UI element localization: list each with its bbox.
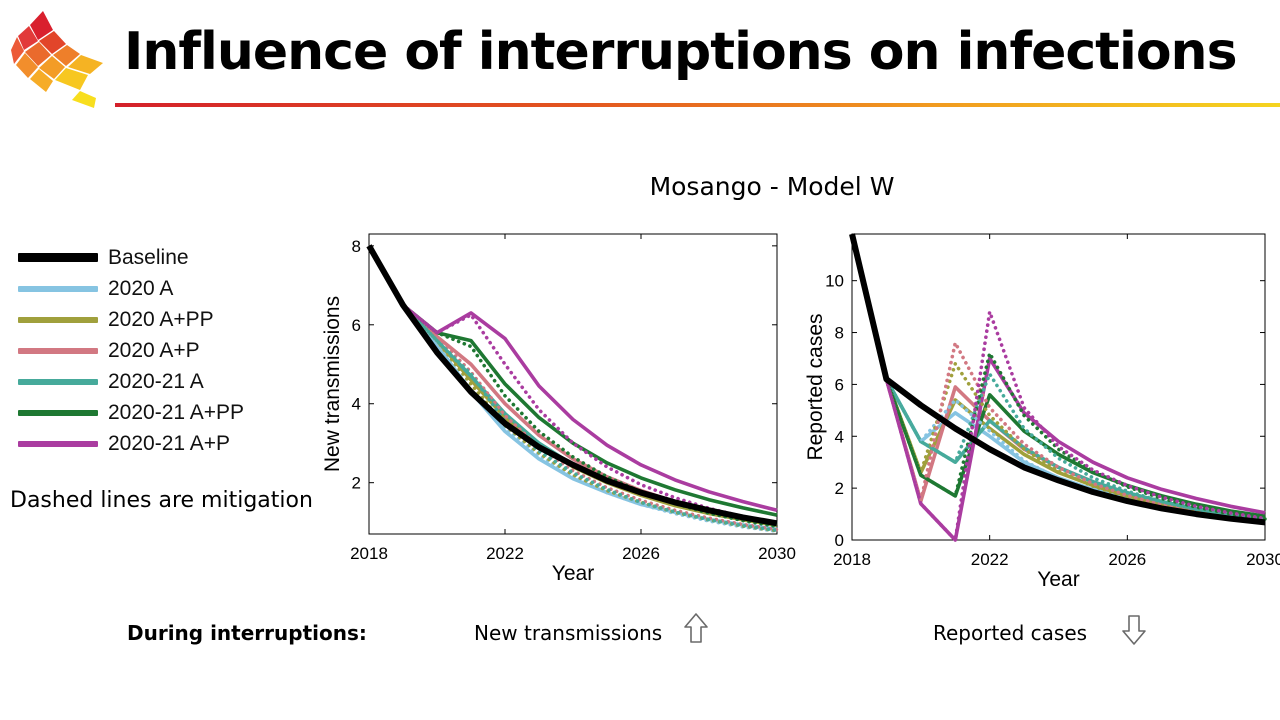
- baseline-line: [849, 233, 1266, 526]
- legend: Baseline 2020 A 2020 A+PP 2020 A+P 2020-…: [18, 242, 318, 459]
- plot-frame: [851, 233, 1266, 541]
- x-axis-label: Year: [552, 562, 594, 585]
- x-tick-label: 2018: [350, 544, 388, 563]
- new-transmissions-chart: 2018 2022 2026 2030 2 4 6 8 Year New transmission…: [321, 233, 796, 585]
- new-transmissions-caption: New transmissions: [474, 621, 663, 645]
- mitigation-note: Dashed lines are mitigation: [10, 488, 313, 513]
- legend-item: 2020 A: [18, 273, 318, 304]
- y-axis-label: New transmissions: [321, 296, 344, 472]
- legend-item: 2020-21 A: [18, 366, 318, 397]
- y-tick-label: 6: [835, 375, 844, 394]
- legend-item: 2020 A+P: [18, 335, 318, 366]
- y-axis-label: Reported cases: [804, 313, 827, 460]
- during-interruptions-label: During interruptions:: [127, 621, 367, 645]
- series-line-2020-21-a-p-solid: [401, 303, 778, 513]
- x-tick-label: 2018: [833, 550, 871, 569]
- y-tick-label: 8: [352, 237, 361, 256]
- legend-swatch: [18, 316, 98, 323]
- legend-label: 2020 A: [108, 276, 174, 300]
- legend-label: Baseline: [108, 245, 189, 269]
- y-tick-label: 8: [835, 324, 844, 343]
- legend-item: Baseline: [18, 242, 318, 273]
- baseline-line: [366, 244, 778, 527]
- legend-label: 2020-21 A+P: [108, 431, 231, 455]
- y-tick-label: 2: [352, 474, 361, 493]
- legend-swatch: [18, 253, 98, 262]
- x-tick-label: 2026: [1108, 550, 1146, 569]
- series-line-2020-21-a-p-dashed: [884, 310, 1267, 542]
- x-tick-label: 2030: [758, 544, 796, 563]
- legend-swatch: [18, 347, 98, 354]
- title-underline-rule: [115, 103, 1280, 107]
- legend-swatch: [18, 378, 98, 385]
- y-tick-label: 0: [835, 531, 844, 550]
- y-tick-label: 2: [835, 479, 844, 498]
- x-tick-label: 2026: [622, 544, 660, 563]
- slide-title: Influence of interruptions on infections: [124, 22, 1238, 82]
- y-tick-label: 10: [825, 272, 844, 291]
- series-line-2020-a-pp-dashed: [884, 361, 1267, 524]
- y-tick-label: 4: [835, 427, 844, 446]
- legend-swatch: [18, 409, 98, 416]
- legend-label: 2020-21 A+PP: [108, 400, 245, 424]
- tiled-wing-logo-icon: [8, 8, 108, 108]
- arrow-up-outline-icon: [684, 613, 708, 643]
- x-tick-label: 2030: [1246, 550, 1280, 569]
- legend-item: 2020 A+PP: [18, 304, 318, 335]
- x-tick-label: 2022: [486, 544, 524, 563]
- legend-item: 2020-21 A+P: [18, 428, 318, 459]
- plot-frame: [368, 233, 778, 535]
- arrow-down-outline-icon: [1122, 615, 1146, 645]
- legend-item: 2020-21 A+PP: [18, 397, 318, 428]
- series-line-2020-21-a-dashed: [401, 303, 779, 533]
- legend-label: 2020-21 A: [108, 369, 204, 393]
- reported-cases-caption: Reported cases: [933, 621, 1088, 645]
- y-tick-label: 4: [352, 395, 361, 414]
- y-tick-label: 6: [352, 316, 361, 335]
- legend-swatch: [18, 285, 98, 292]
- x-axis-label: Year: [1037, 568, 1079, 591]
- series-line-2020-21-a-dashed: [884, 372, 1267, 522]
- x-tick-label: 2022: [971, 550, 1009, 569]
- legend-label: 2020 A+PP: [108, 307, 214, 331]
- reported-cases-chart: 2018 2022 2026 2030 0 2 4 6 8 10 Year Reported case…: [804, 233, 1280, 591]
- legend-swatch: [18, 440, 98, 447]
- chart-heading: Mosango - Model W: [649, 172, 895, 201]
- series-line-2020-21-a-pp-solid: [401, 303, 778, 517]
- legend-label: 2020 A+P: [108, 338, 200, 362]
